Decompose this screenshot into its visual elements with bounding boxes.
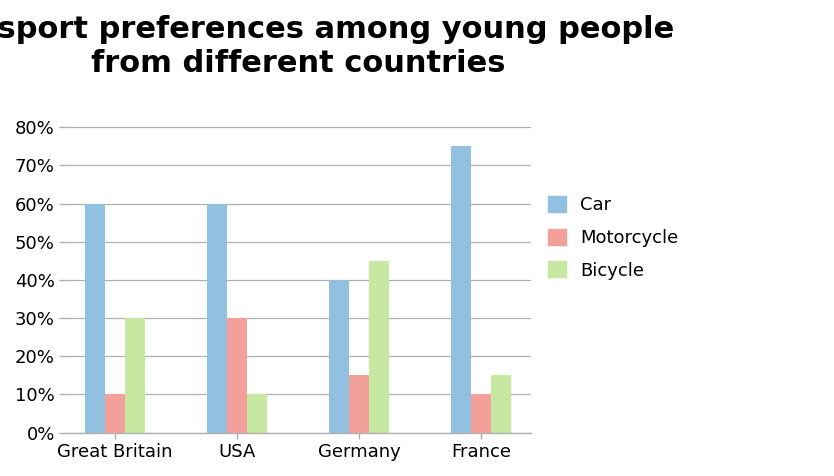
Bar [228,318,247,433]
Bar [471,395,491,433]
Bar [85,204,105,433]
Bar [349,375,369,433]
Bar [105,395,125,433]
Bar [125,318,145,433]
Legend: Car, Motorcycle, Bicycle: Car, Motorcycle, Bicycle [540,188,686,287]
Bar [208,204,228,433]
Bar [491,375,511,433]
Title: Transport preferences among young people
from different countries: Transport preferences among young people… [0,15,674,78]
Bar [247,395,267,433]
Bar [451,146,471,433]
Bar [369,261,389,433]
Bar [329,280,349,433]
